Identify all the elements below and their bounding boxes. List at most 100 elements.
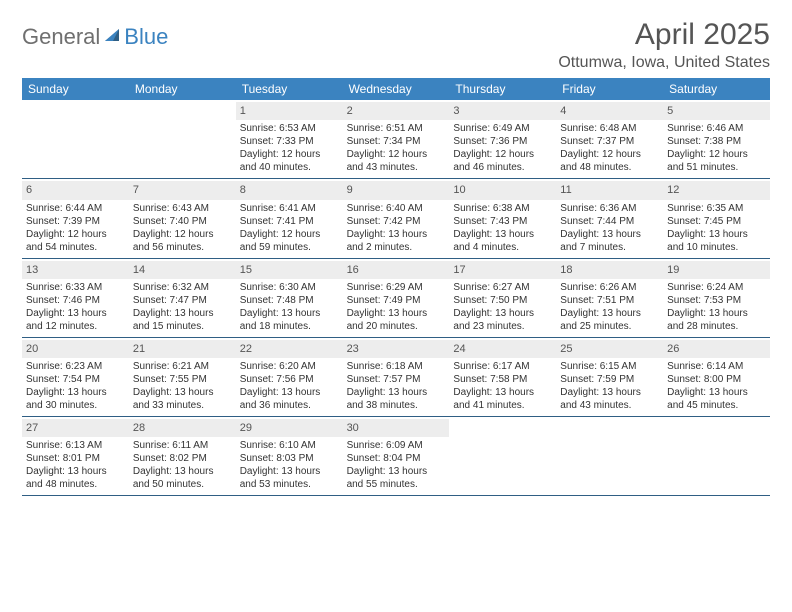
day-number: 13 bbox=[22, 261, 129, 279]
calendar-day-cell bbox=[556, 417, 663, 495]
daylight-text: and 12 minutes. bbox=[26, 320, 125, 333]
calendar-day-cell: 16Sunrise: 6:29 AMSunset: 7:49 PMDayligh… bbox=[343, 259, 450, 337]
calendar-day-cell: 19Sunrise: 6:24 AMSunset: 7:53 PMDayligh… bbox=[663, 259, 770, 337]
sunset-text: Sunset: 7:56 PM bbox=[240, 373, 339, 386]
calendar-day-cell: 9Sunrise: 6:40 AMSunset: 7:42 PMDaylight… bbox=[343, 179, 450, 257]
daylight-text: Daylight: 13 hours bbox=[133, 307, 232, 320]
calendar-day-cell: 7Sunrise: 6:43 AMSunset: 7:40 PMDaylight… bbox=[129, 179, 236, 257]
day-number: 2 bbox=[343, 102, 450, 120]
sunset-text: Sunset: 7:47 PM bbox=[133, 294, 232, 307]
calendar-day-cell: 11Sunrise: 6:36 AMSunset: 7:44 PMDayligh… bbox=[556, 179, 663, 257]
daylight-text: and 2 minutes. bbox=[347, 241, 446, 254]
daylight-text: and 20 minutes. bbox=[347, 320, 446, 333]
calendar-grid: Sunday Monday Tuesday Wednesday Thursday… bbox=[22, 78, 770, 496]
daylight-text: Daylight: 12 hours bbox=[347, 148, 446, 161]
calendar-day-cell: 6Sunrise: 6:44 AMSunset: 7:39 PMDaylight… bbox=[22, 179, 129, 257]
calendar-day-cell: 21Sunrise: 6:21 AMSunset: 7:55 PMDayligh… bbox=[129, 338, 236, 416]
brand-logo: General Blue bbox=[22, 18, 168, 50]
daylight-text: Daylight: 13 hours bbox=[240, 307, 339, 320]
calendar-page: General Blue April 2025 Ottumwa, Iowa, U… bbox=[0, 0, 792, 516]
daylight-text: and 7 minutes. bbox=[560, 241, 659, 254]
day-number: 12 bbox=[663, 181, 770, 199]
day-number: 29 bbox=[236, 419, 343, 437]
day-number: 10 bbox=[449, 181, 556, 199]
daylight-text: Daylight: 13 hours bbox=[26, 307, 125, 320]
day-number: 21 bbox=[129, 340, 236, 358]
daylight-text: Daylight: 13 hours bbox=[133, 465, 232, 478]
sunset-text: Sunset: 8:02 PM bbox=[133, 452, 232, 465]
day-header-friday: Friday bbox=[556, 78, 663, 100]
sunrise-text: Sunrise: 6:09 AM bbox=[347, 439, 446, 452]
calendar-day-cell: 15Sunrise: 6:30 AMSunset: 7:48 PMDayligh… bbox=[236, 259, 343, 337]
daylight-text: Daylight: 13 hours bbox=[240, 386, 339, 399]
sunrise-text: Sunrise: 6:38 AM bbox=[453, 202, 552, 215]
daylight-text: Daylight: 13 hours bbox=[347, 386, 446, 399]
calendar-week: 27Sunrise: 6:13 AMSunset: 8:01 PMDayligh… bbox=[22, 417, 770, 496]
sunrise-text: Sunrise: 6:49 AM bbox=[453, 122, 552, 135]
daylight-text: Daylight: 13 hours bbox=[133, 386, 232, 399]
sunrise-text: Sunrise: 6:41 AM bbox=[240, 202, 339, 215]
calendar-day-cell: 26Sunrise: 6:14 AMSunset: 8:00 PMDayligh… bbox=[663, 338, 770, 416]
sunset-text: Sunset: 7:57 PM bbox=[347, 373, 446, 386]
day-number: 28 bbox=[129, 419, 236, 437]
calendar-day-cell: 17Sunrise: 6:27 AMSunset: 7:50 PMDayligh… bbox=[449, 259, 556, 337]
sunset-text: Sunset: 7:36 PM bbox=[453, 135, 552, 148]
sunset-text: Sunset: 7:48 PM bbox=[240, 294, 339, 307]
day-number: 9 bbox=[343, 181, 450, 199]
daylight-text: and 43 minutes. bbox=[347, 161, 446, 174]
calendar-week: 13Sunrise: 6:33 AMSunset: 7:46 PMDayligh… bbox=[22, 259, 770, 338]
day-number: 4 bbox=[556, 102, 663, 120]
page-header: General Blue April 2025 Ottumwa, Iowa, U… bbox=[22, 18, 770, 72]
daylight-text: and 18 minutes. bbox=[240, 320, 339, 333]
day-number: 18 bbox=[556, 261, 663, 279]
calendar-day-cell: 12Sunrise: 6:35 AMSunset: 7:45 PMDayligh… bbox=[663, 179, 770, 257]
day-number: 24 bbox=[449, 340, 556, 358]
daylight-text: and 23 minutes. bbox=[453, 320, 552, 333]
calendar-week: 1Sunrise: 6:53 AMSunset: 7:33 PMDaylight… bbox=[22, 100, 770, 179]
logo-text-blue: Blue bbox=[124, 24, 168, 50]
sunset-text: Sunset: 7:43 PM bbox=[453, 215, 552, 228]
sunrise-text: Sunrise: 6:48 AM bbox=[560, 122, 659, 135]
day-number: 30 bbox=[343, 419, 450, 437]
calendar-header-row: Sunday Monday Tuesday Wednesday Thursday… bbox=[22, 78, 770, 100]
calendar-day-cell: 3Sunrise: 6:49 AMSunset: 7:36 PMDaylight… bbox=[449, 100, 556, 178]
day-number: 7 bbox=[129, 181, 236, 199]
daylight-text: Daylight: 13 hours bbox=[26, 465, 125, 478]
sunrise-text: Sunrise: 6:35 AM bbox=[667, 202, 766, 215]
location-text: Ottumwa, Iowa, United States bbox=[558, 54, 770, 72]
sunset-text: Sunset: 8:03 PM bbox=[240, 452, 339, 465]
day-number: 8 bbox=[236, 181, 343, 199]
sunrise-text: Sunrise: 6:11 AM bbox=[133, 439, 232, 452]
calendar-day-cell: 27Sunrise: 6:13 AMSunset: 8:01 PMDayligh… bbox=[22, 417, 129, 495]
sunset-text: Sunset: 7:39 PM bbox=[26, 215, 125, 228]
month-title: April 2025 bbox=[558, 18, 770, 52]
daylight-text: and 4 minutes. bbox=[453, 241, 552, 254]
sunrise-text: Sunrise: 6:44 AM bbox=[26, 202, 125, 215]
day-number: 5 bbox=[663, 102, 770, 120]
calendar-day-cell: 13Sunrise: 6:33 AMSunset: 7:46 PMDayligh… bbox=[22, 259, 129, 337]
daylight-text: and 46 minutes. bbox=[453, 161, 552, 174]
daylight-text: Daylight: 13 hours bbox=[560, 386, 659, 399]
daylight-text: and 45 minutes. bbox=[667, 399, 766, 412]
sunrise-text: Sunrise: 6:46 AM bbox=[667, 122, 766, 135]
sunset-text: Sunset: 7:59 PM bbox=[560, 373, 659, 386]
daylight-text: Daylight: 13 hours bbox=[453, 228, 552, 241]
daylight-text: and 30 minutes. bbox=[26, 399, 125, 412]
sunrise-text: Sunrise: 6:21 AM bbox=[133, 360, 232, 373]
daylight-text: Daylight: 13 hours bbox=[240, 465, 339, 478]
day-number: 16 bbox=[343, 261, 450, 279]
day-header-wednesday: Wednesday bbox=[343, 78, 450, 100]
sunset-text: Sunset: 7:53 PM bbox=[667, 294, 766, 307]
calendar-day-cell: 29Sunrise: 6:10 AMSunset: 8:03 PMDayligh… bbox=[236, 417, 343, 495]
calendar-day-cell bbox=[129, 100, 236, 178]
sunset-text: Sunset: 7:58 PM bbox=[453, 373, 552, 386]
sunrise-text: Sunrise: 6:26 AM bbox=[560, 281, 659, 294]
daylight-text: Daylight: 12 hours bbox=[453, 148, 552, 161]
calendar-day-cell: 23Sunrise: 6:18 AMSunset: 7:57 PMDayligh… bbox=[343, 338, 450, 416]
day-header-thursday: Thursday bbox=[449, 78, 556, 100]
day-number: 26 bbox=[663, 340, 770, 358]
calendar-day-cell: 24Sunrise: 6:17 AMSunset: 7:58 PMDayligh… bbox=[449, 338, 556, 416]
sunset-text: Sunset: 8:01 PM bbox=[26, 452, 125, 465]
calendar-day-cell: 4Sunrise: 6:48 AMSunset: 7:37 PMDaylight… bbox=[556, 100, 663, 178]
daylight-text: and 51 minutes. bbox=[667, 161, 766, 174]
